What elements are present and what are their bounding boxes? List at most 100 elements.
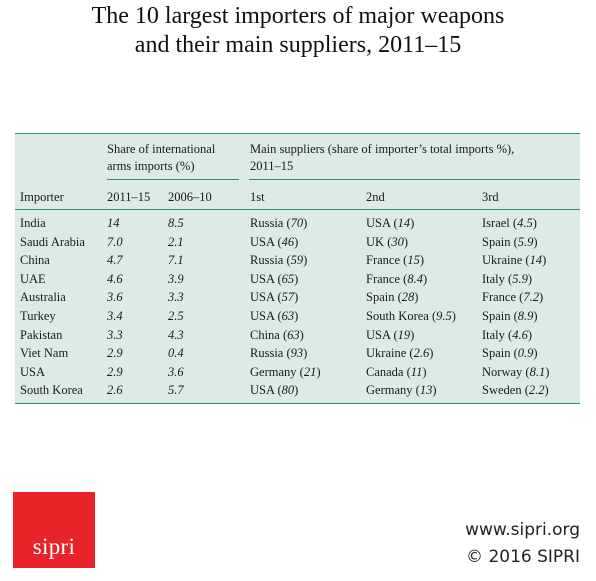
footer-url: www.sipri.org (465, 520, 580, 540)
share-group-header: Share of international arms imports (%) (107, 142, 215, 174)
sipri-logo: sipri (13, 492, 95, 568)
supplier-name: Italy (482, 327, 505, 342)
cell-supplier-2: Ukraine (2.6) (366, 346, 434, 361)
importer-name: UAE (20, 271, 46, 286)
supplier-share-value: 15 (407, 253, 420, 268)
importer-name: Pakistan (20, 327, 63, 342)
cell-share-2006-10: 2.5 (168, 307, 184, 326)
supplier-share-value: 5.9 (512, 271, 528, 286)
supplier-name: Italy (482, 271, 505, 286)
share-2011-15-value: 2.9 (107, 364, 123, 379)
cell-share-2011-15: 4.7 (107, 251, 123, 270)
supplier-name: Russia (250, 346, 284, 361)
column-header-3rd: 3rd (482, 190, 499, 204)
supplier-name: USA (250, 309, 275, 323)
cell-importer: UAE (20, 270, 46, 289)
supplier-share-value: 63 (281, 309, 295, 323)
cell-share-2011-15: 3.4 (107, 307, 123, 326)
share-group-header-line-2: arms imports (%) (107, 159, 195, 173)
importer-name: South Korea (20, 383, 83, 398)
cell-supplier-2: France (15) (366, 253, 424, 268)
share-2006-10-value: 2.5 (168, 309, 184, 323)
cell-supplier-3: Italy (5.9) (482, 271, 533, 286)
cell-supplier-3: Ukraine (14) (482, 253, 547, 268)
importer-name: China (20, 253, 50, 268)
supplier-name: USA (250, 383, 275, 398)
cell-supplier-2: USA (14) (366, 216, 415, 230)
cell-supplier-1: USA (46) (250, 234, 299, 249)
supplier-share-value: 8.9 (517, 309, 534, 323)
supplier-share-value: 0.9 (517, 346, 534, 361)
cell-supplier-3: Israel (4.5) (482, 216, 537, 230)
page-title: The 10 largest importers of major weapon… (0, 2, 596, 60)
cell-supplier-3: Sweden (2.2) (482, 383, 549, 398)
supplier-name: USA (250, 290, 275, 305)
cell-supplier-1: Germany (21) (250, 364, 321, 379)
cell-supplier-3: Spain (0.9) (482, 346, 538, 361)
share-2006-10-value: 8.5 (168, 216, 184, 230)
column-header-1st: 1st (250, 190, 265, 204)
supplier-name: Canada (366, 364, 404, 379)
cell-importer: India (20, 214, 46, 233)
cell-supplier-2: France (8.4) (366, 271, 428, 286)
cell-supplier-1: USA (63) (250, 309, 299, 323)
cell-supplier-3: Spain (5.9) (482, 234, 538, 249)
supplier-share-value: 80 (281, 383, 295, 398)
supplier-name: Russia (250, 216, 284, 230)
supplier-share-value: 2.6 (413, 346, 430, 361)
supplier-name: USA (366, 216, 391, 230)
bottom-rule (15, 403, 580, 404)
cell-supplier-1: USA (65) (250, 271, 299, 286)
cell-importer: China (20, 251, 50, 270)
cell-share-2006-10: 2.1 (168, 233, 184, 252)
importer-name: India (20, 216, 46, 230)
supplier-name: Sweden (482, 383, 522, 398)
supplier-share-value: 59 (290, 253, 304, 268)
cell-share-2006-10: 0.4 (168, 344, 184, 363)
cell-importer: Viet Nam (20, 344, 68, 363)
supplier-share-value: 57 (281, 290, 295, 305)
cell-supplier-3: Italy (4.6) (482, 327, 533, 342)
cell-supplier-2: South Korea (9.5) (366, 309, 456, 323)
cell-share-2006-10: 3.6 (168, 363, 184, 382)
column-header-importer: Importer (20, 190, 64, 204)
importer-name: USA (20, 364, 46, 379)
supplier-name: USA (250, 271, 275, 286)
suppliers-group-header-line-2: 2011–15 (250, 159, 294, 173)
supplier-name: Spain (366, 290, 395, 305)
share-2011-15-value: 3.3 (107, 327, 123, 342)
share-2006-10-value: 3.6 (168, 364, 184, 379)
column-header-2nd: 2nd (366, 190, 385, 204)
share-2011-15-value: 4.7 (107, 253, 123, 268)
supplier-name: Norway (482, 364, 523, 379)
supplier-share-value: 2.2 (528, 383, 545, 398)
share-group-rule (107, 179, 239, 180)
supplier-share-value: 19 (397, 327, 411, 342)
cell-share-2011-15: 4.6 (107, 270, 123, 289)
share-2006-10-value: 2.1 (168, 234, 184, 249)
share-group-header-line-1: Share of international (107, 142, 216, 156)
supplier-share-value: 4.6 (512, 327, 528, 342)
title-line-2: and their main suppliers, 2011–15 (134, 32, 462, 58)
importer-name: Turkey (20, 309, 56, 323)
supplier-name: Ukraine (482, 253, 523, 268)
supplier-name: Germany (250, 364, 297, 379)
supplier-share-value: 8.1 (529, 364, 546, 379)
supplier-name: Russia (250, 253, 284, 268)
supplier-share-value: 63 (287, 327, 300, 342)
cell-supplier-3: France (7.2) (482, 290, 544, 305)
supplier-share-value: 13 (419, 383, 433, 398)
header-bottom-rule (15, 209, 580, 210)
supplier-share-value: 30 (391, 234, 404, 249)
supplier-name: Israel (482, 216, 510, 230)
share-2011-15-value: 4.6 (107, 271, 123, 286)
supplier-share-value: 46 (281, 234, 295, 249)
supplier-name: Ukraine (366, 346, 407, 361)
share-2011-15-value: 14 (107, 216, 120, 230)
supplier-name: France (366, 253, 401, 268)
supplier-share-value: 93 (290, 346, 304, 361)
supplier-name: France (482, 290, 517, 305)
share-2006-10-value: 7.1 (168, 253, 184, 268)
share-2011-15-value: 7.0 (107, 234, 123, 249)
cell-importer: Australia (20, 288, 66, 307)
